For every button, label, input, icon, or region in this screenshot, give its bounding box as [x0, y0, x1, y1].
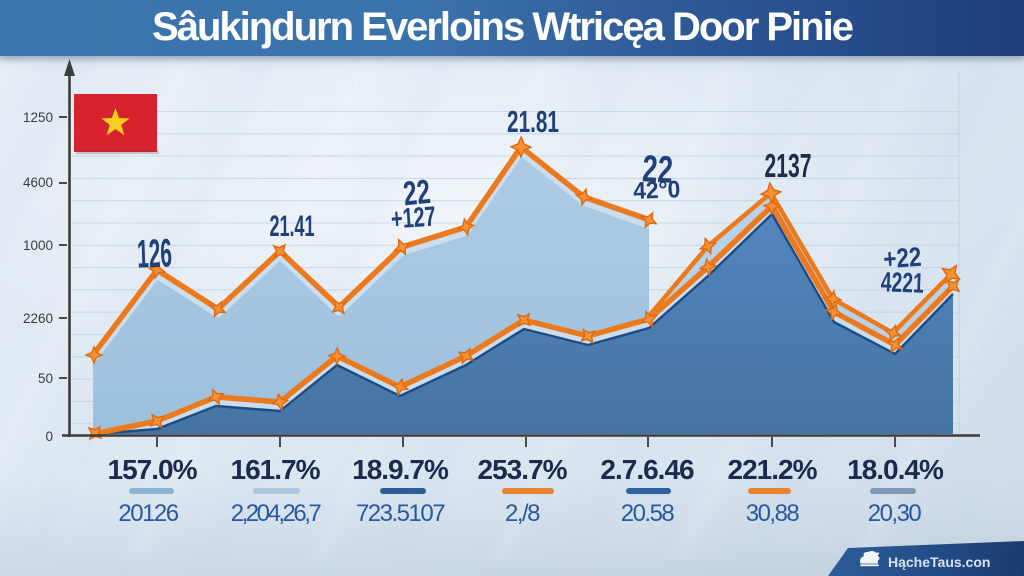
svg-text:+22: +22 — [882, 243, 922, 275]
svg-text:2260: 2260 — [23, 311, 53, 326]
svg-text:1000: 1000 — [23, 238, 53, 253]
svg-text:0: 0 — [45, 429, 53, 444]
svg-text:22: 22 — [641, 148, 674, 192]
svg-text:+127: +127 — [390, 201, 437, 235]
svg-text:21.81: 21.81 — [507, 104, 559, 139]
svg-text:42°0: 42°0 — [633, 176, 681, 204]
svg-text:50: 50 — [38, 371, 53, 386]
svg-text:2137: 2137 — [765, 147, 812, 184]
svg-text:4221: 4221 — [880, 267, 924, 300]
svg-text:126: 126 — [136, 230, 172, 276]
svg-text:1250: 1250 — [23, 110, 53, 125]
svg-text:22: 22 — [402, 173, 433, 214]
svg-text:21.41: 21.41 — [269, 211, 314, 244]
svg-text:4600: 4600 — [23, 175, 53, 190]
